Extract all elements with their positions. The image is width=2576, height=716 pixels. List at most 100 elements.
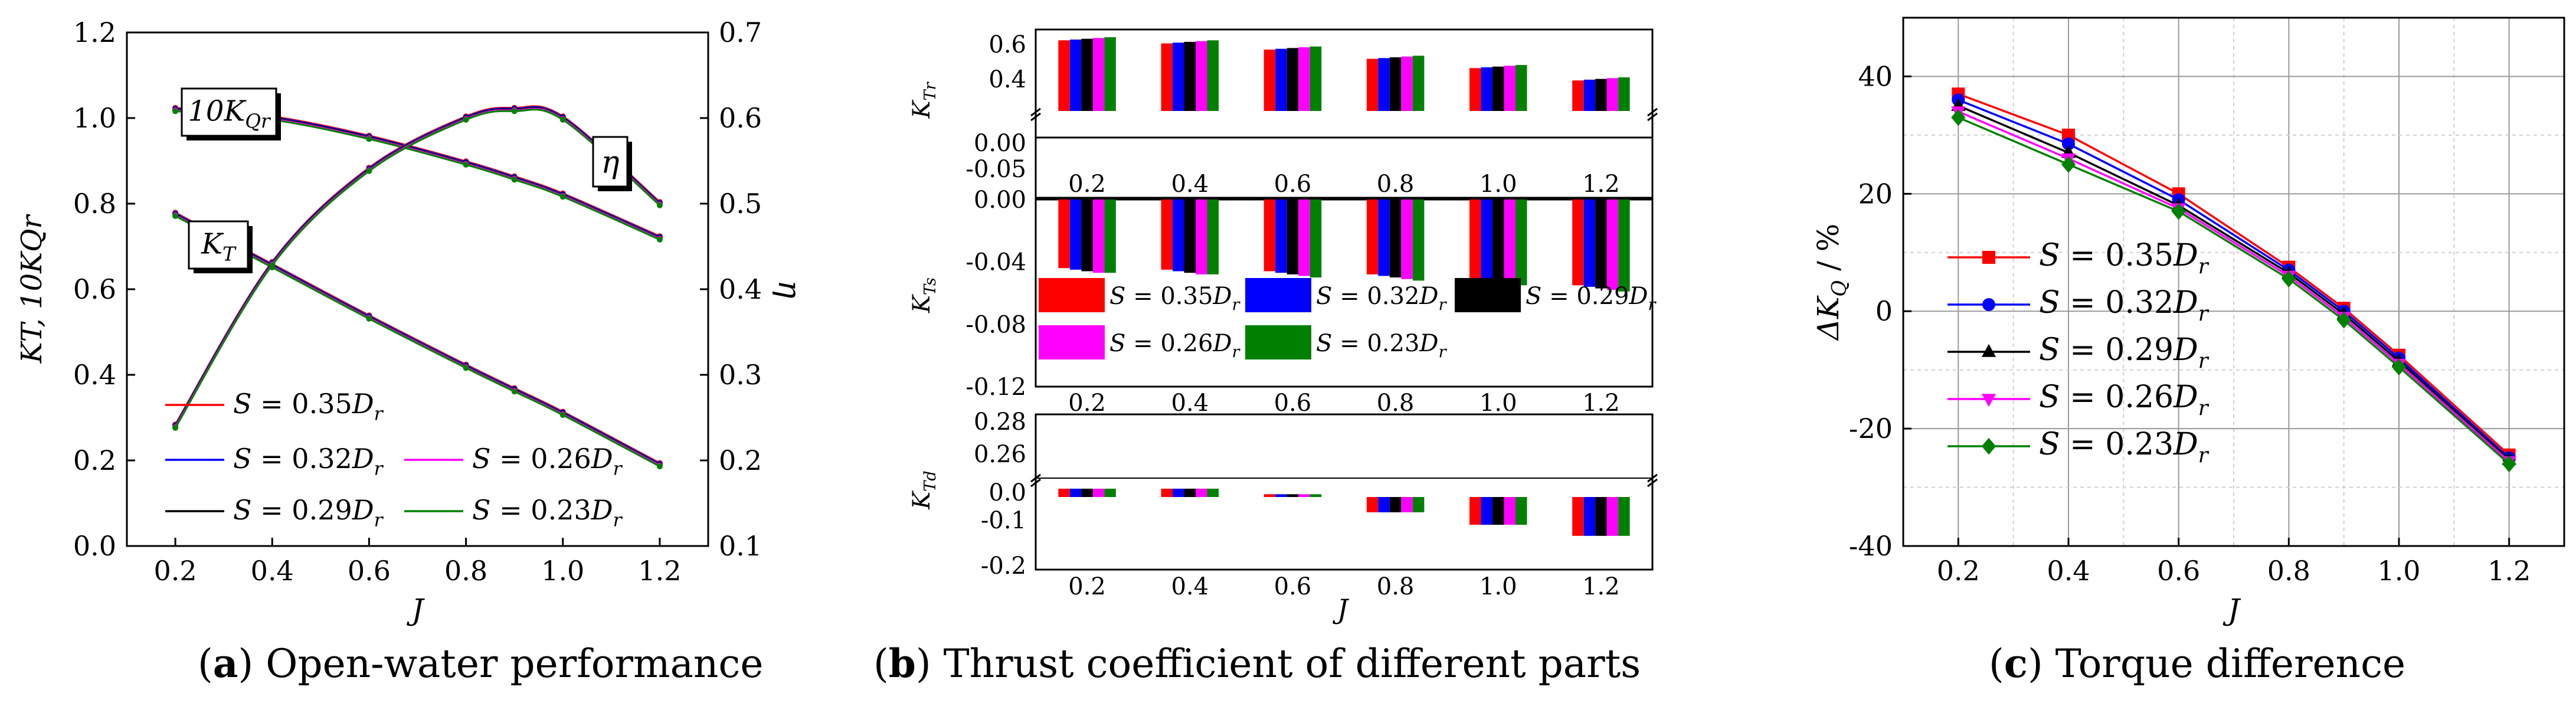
ktd-bar	[1389, 497, 1402, 512]
label-10kqr: 10KQr	[188, 94, 271, 132]
eta-curve-point	[172, 424, 179, 431]
legend-swatch-b	[1245, 325, 1311, 359]
legend-swatch-b	[1039, 278, 1105, 312]
kts-bar	[1606, 200, 1619, 290]
kts-bar	[1092, 200, 1105, 273]
y2-axis-label-a: η	[771, 280, 807, 298]
legend-label-b: S = 0.26Dr	[1109, 330, 1241, 361]
ktd-bar	[1366, 497, 1379, 512]
ktr-bar	[1207, 40, 1219, 111]
category-label-2: 0.2	[1068, 390, 1106, 417]
ktd-bar	[1401, 497, 1413, 512]
ktd-axis-label: KTd	[908, 470, 940, 509]
kts-bar	[1401, 200, 1413, 279]
legend-label-a: S = 0.26Dr	[472, 443, 623, 480]
kt-curve-point	[559, 412, 566, 419]
ktd-ytick-label: 0.0	[988, 479, 1026, 506]
kts-bar	[1287, 200, 1299, 274]
data-point-c	[2336, 311, 2351, 329]
y-tick-label-a: 0.2	[73, 444, 116, 476]
ktd-bar	[1412, 497, 1425, 512]
ktr-break-band	[1037, 111, 1651, 117]
kts-bar	[1058, 200, 1070, 269]
ktd-ytick-label: -0.2	[981, 552, 1026, 580]
category-label-3: 0.2	[1068, 573, 1106, 600]
category-label-2: 0.6	[1274, 390, 1312, 417]
ktr-ytick-label: 0.00	[974, 130, 1026, 157]
kts-bar	[1516, 200, 1527, 286]
y2-tick-label-a: 0.3	[719, 359, 762, 391]
ktr-frame	[1035, 28, 1654, 139]
eta-curve-point	[511, 108, 518, 115]
x-tick-label-a: 0.8	[444, 555, 487, 587]
kq-curve-point	[511, 176, 518, 183]
label-kt-box	[188, 220, 249, 270]
ktd-bar	[1196, 488, 1207, 497]
kts-bar	[1310, 200, 1322, 278]
ktd-bar	[1092, 488, 1105, 497]
ktd-ytick-label: -0.1	[981, 507, 1026, 534]
y2-tick-label-a: 0.7	[719, 17, 762, 48]
legend-label-c: S = 0.23Dr	[2039, 427, 2210, 467]
eta-curve-point	[269, 262, 276, 269]
ktr-ytick-label: 0.6	[988, 31, 1026, 58]
ktd-bar	[1481, 497, 1492, 525]
ktd-bar	[1504, 497, 1516, 525]
ktr-bar	[1104, 37, 1116, 112]
kts-ytick-label: -0.04	[965, 249, 1026, 276]
category-label-3: 1.0	[1480, 573, 1517, 600]
ktd-bar	[1606, 497, 1619, 536]
ktd-bar	[1618, 497, 1630, 536]
ktr-bar	[1504, 66, 1516, 111]
ktr-bar	[1196, 41, 1207, 111]
axis-break-mark	[1647, 478, 1658, 488]
ktr-bar	[1264, 49, 1276, 111]
kts-bar	[1412, 200, 1425, 281]
y2-tick-label-a: 0.2	[719, 444, 762, 476]
y-tick-label-a: 0.4	[73, 359, 116, 391]
kt-curve-point	[172, 212, 179, 219]
x-tick-label-a: 0.4	[251, 555, 294, 587]
ktd-bar	[1264, 494, 1276, 497]
kts-bar	[1264, 200, 1276, 272]
legend-label-a: S = 0.29Dr	[233, 494, 384, 531]
ktr-bar	[1069, 39, 1082, 111]
ktr-bar	[1287, 48, 1299, 111]
ktd-bar	[1081, 488, 1093, 497]
ktr-bar	[1298, 47, 1310, 111]
ktr-lower-frame	[1035, 136, 1654, 199]
ktd-bar	[1104, 488, 1116, 497]
kts-bar	[1207, 200, 1219, 274]
y-tick-label-c: -40	[1849, 530, 1893, 562]
kts-bar	[1618, 200, 1630, 292]
ktr-bar	[1618, 77, 1630, 111]
ktd-ytick-label: 0.28	[974, 408, 1026, 436]
label-eta: η	[601, 145, 619, 180]
legend-label-b: S = 0.23Dr	[1316, 330, 1448, 361]
category-label-2: 1.0	[1480, 390, 1517, 417]
legend-swatch-b	[1455, 278, 1521, 312]
ktr-bar	[1310, 46, 1322, 111]
ktr-bar	[1481, 67, 1492, 111]
category-label-3: 0.6	[1274, 573, 1312, 600]
category-label-2: 1.2	[1582, 390, 1620, 417]
legend-label-b: S = 0.29Dr	[1526, 283, 1657, 314]
kts-bar	[1389, 200, 1402, 278]
legend-marker-c	[1981, 437, 1996, 455]
legend-label-a: S = 0.23Dr	[472, 494, 623, 531]
eta-curve-point	[656, 202, 663, 208]
legend-label-c: S = 0.26Dr	[2039, 380, 2210, 420]
kq-curve-point	[559, 194, 566, 200]
y-tick-label-c: 20	[1858, 178, 1893, 210]
y-tick-label-a: 0.0	[73, 530, 116, 562]
kts-ytick-label: -0.08	[965, 311, 1026, 338]
kts-bar	[1481, 200, 1492, 281]
ktr-bar	[1469, 68, 1481, 111]
y-tick-label-a: 1.2	[73, 17, 116, 48]
y-tick-label-c: 40	[1858, 60, 1893, 92]
category-label-1: 1.0	[1480, 171, 1517, 198]
ktd-bar	[1287, 494, 1299, 497]
ktd-bar	[1583, 497, 1596, 536]
